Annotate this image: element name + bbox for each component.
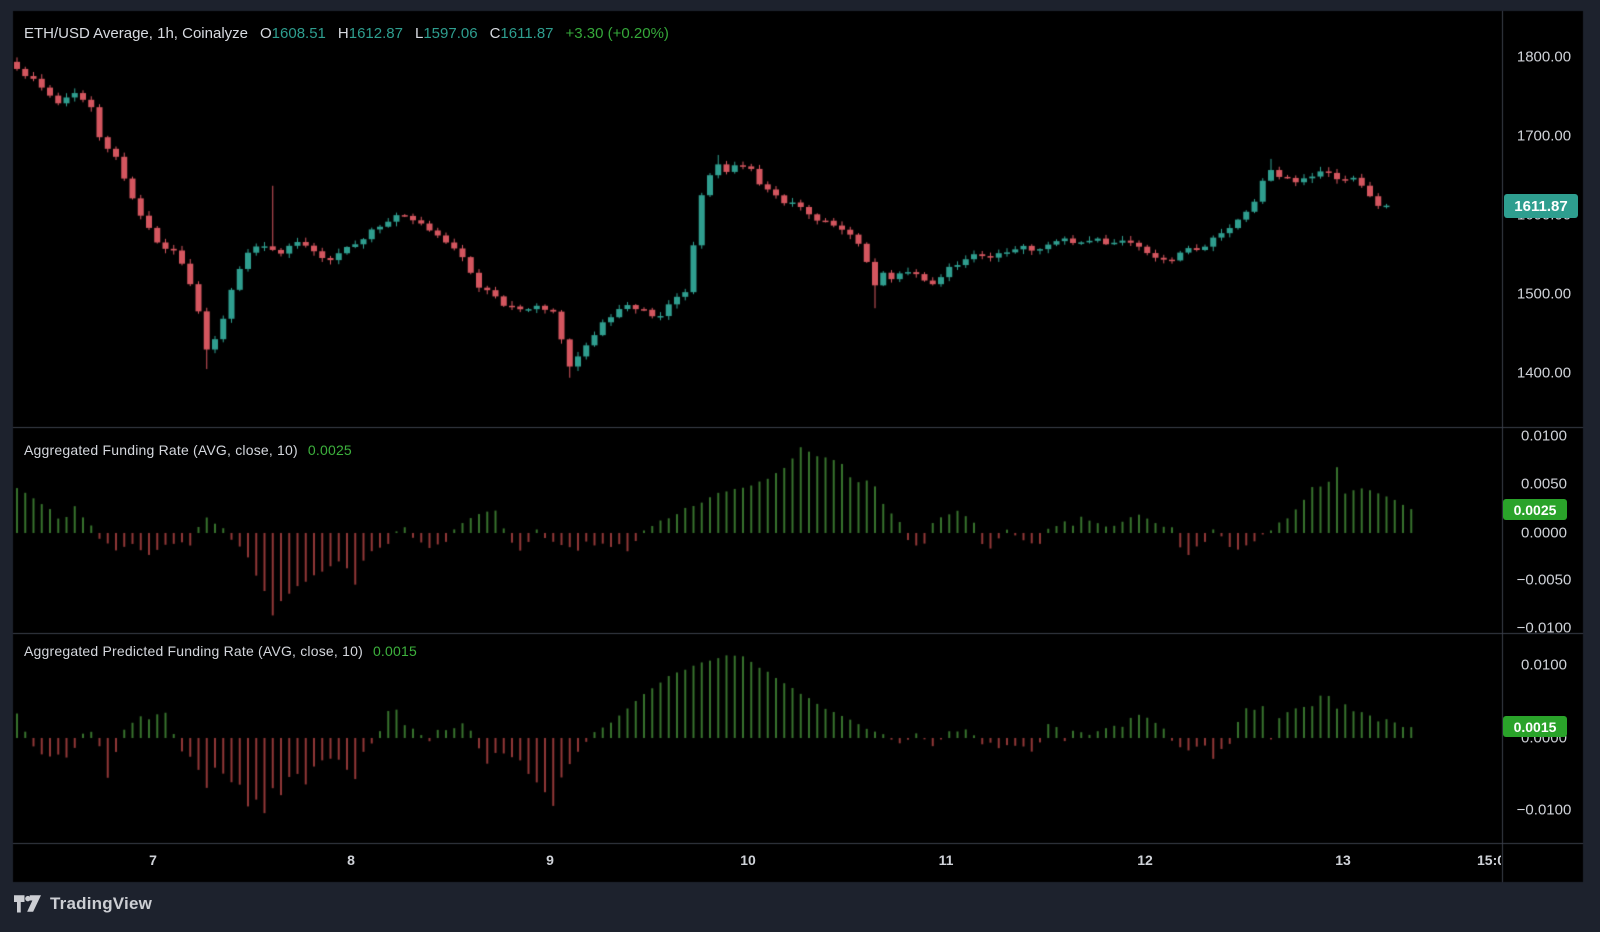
symbol-title[interactable]: ETH/USD Average, 1h, Coinalyze [24,25,248,42]
axis-tick-label: 0.0000 [1521,524,1567,542]
ohlc-open: O1608.51 [260,25,326,42]
time-tick-label: 12 [1137,852,1153,868]
predicted-funding-rate-legend[interactable]: Aggregated Predicted Funding Rate (AVG, … [24,643,417,659]
ohlc-close: C1611.87 [489,25,554,42]
funding-rate-legend[interactable]: Aggregated Funding Rate (AVG, close, 10)… [24,442,352,458]
time-tick-label: 9 [546,852,554,868]
ohlc-high: H1612.87 [337,25,403,42]
time-tick-label: 7 [149,852,157,868]
axis-tick-label: 1400.00 [1516,364,1572,382]
predicted-funding-rate-value: 0.0015 [372,643,417,659]
axis-tick-label: 0.0050 [1521,475,1567,493]
tradingview-brand-text: TradingView [50,893,153,913]
tradingview-logo-icon [14,895,41,913]
time-tick-label: 10 [740,852,756,868]
funding-rate-value: 0.0025 [307,442,352,458]
last-price-badge: 1611.87 [1504,194,1578,218]
price-change: +3.30 (+0.20%) [565,25,669,42]
axis-tick-label: −0.0100 [1516,801,1572,819]
axis-tick-label: 0.0100 [1521,656,1567,674]
axis-tick-label: 1500.00 [1516,285,1572,303]
axis-tick-label: 0.0100 [1521,427,1567,445]
time-tick-label: 13 [1335,852,1351,868]
ohlc-low: L1597.06 [414,25,478,42]
axis-tick-label: −0.0050 [1516,571,1572,589]
time-tick-label: 8 [347,852,355,868]
predicted-funding-rate-badge: 0.0015 [1503,716,1567,737]
axis-tick-label: 1800.00 [1516,48,1572,66]
axis-tick-label: 1700.00 [1516,127,1572,145]
tradingview-logo[interactable]: TradingView [14,893,152,914]
time-axis-edge-label: 15:00 [1477,852,1501,868]
funding-rate-badge: 0.0025 [1503,499,1567,520]
time-tick-label: 11 [938,852,954,868]
symbol-legend[interactable]: ETH/USD Average, 1h, Coinalyze O1608.51 … [24,25,669,42]
axis-tick-label: −0.0100 [1516,619,1572,637]
